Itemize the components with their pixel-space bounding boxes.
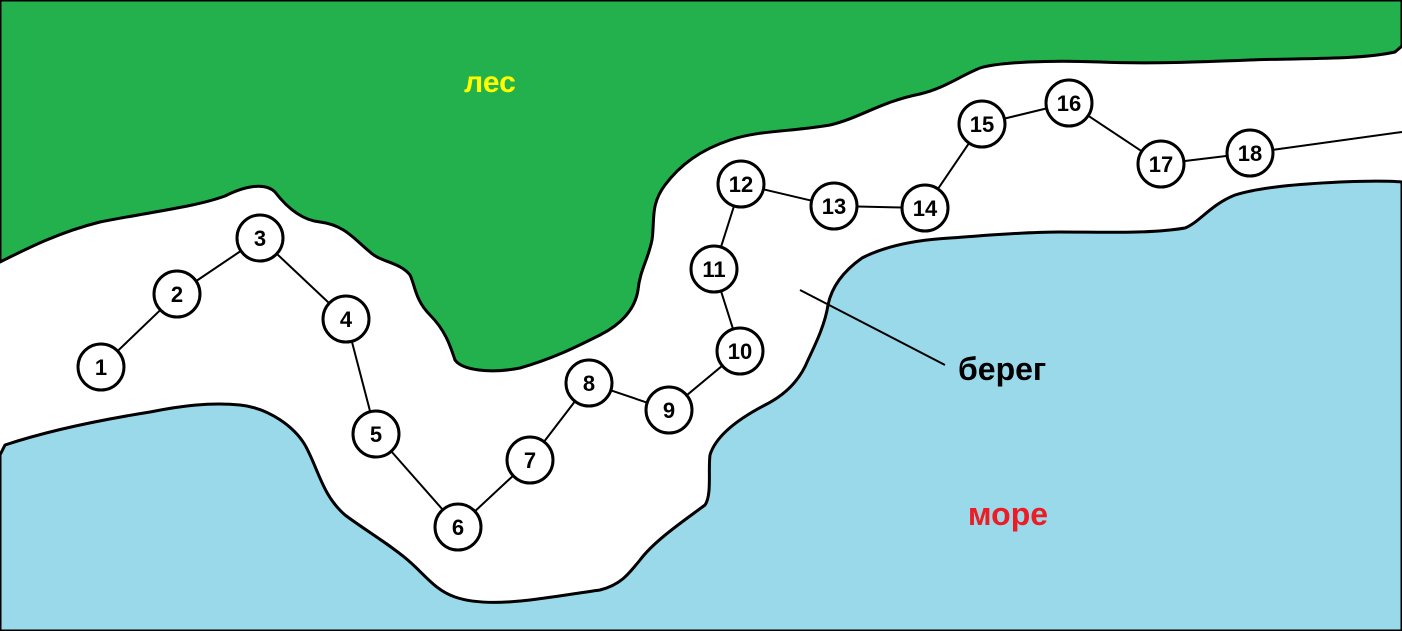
route-node: 13 xyxy=(809,181,859,231)
route-node-number: 16 xyxy=(1057,91,1081,116)
route-node-number: 13 xyxy=(822,194,846,219)
route-segment xyxy=(390,450,444,511)
route-node-circle xyxy=(1136,139,1186,189)
route-node-number: 2 xyxy=(171,282,183,307)
route-node-number: 1 xyxy=(95,355,107,380)
route-node: 9 xyxy=(644,385,694,435)
route-node-circle xyxy=(235,213,285,263)
route-segment xyxy=(720,205,735,248)
route-segment xyxy=(195,250,242,282)
route-node-circle xyxy=(505,435,555,485)
route-segment xyxy=(1087,114,1143,153)
route-node-circle xyxy=(809,181,859,231)
shore-leader-line xyxy=(799,289,946,366)
route-node: 1 xyxy=(76,342,126,392)
route-node-circle xyxy=(900,183,950,233)
route-node-circle xyxy=(351,409,401,459)
sea-area xyxy=(0,179,1402,631)
route-segment xyxy=(1004,107,1047,120)
route-node-number: 3 xyxy=(254,226,266,251)
route-node-number: 14 xyxy=(913,196,938,221)
route-node-circle xyxy=(689,244,739,294)
route-node: 11 xyxy=(689,244,739,294)
route-segment-exit xyxy=(1272,131,1402,151)
route-segment xyxy=(610,389,648,404)
route-node-number: 15 xyxy=(970,112,994,137)
route-segment xyxy=(350,341,372,412)
route-node: 14 xyxy=(900,183,950,233)
route-node: 16 xyxy=(1044,78,1094,128)
route-node-number: 17 xyxy=(1149,152,1173,177)
route-node-circle xyxy=(564,358,614,408)
route-node-circle xyxy=(715,326,765,376)
route-node-number: 12 xyxy=(729,172,753,197)
route-node: 8 xyxy=(564,358,614,408)
route-node-circle xyxy=(1225,128,1275,178)
route-segment xyxy=(474,474,514,513)
route-node: 18 xyxy=(1225,128,1275,178)
route-segment xyxy=(719,290,735,330)
route-node: 2 xyxy=(152,269,202,319)
route-segment xyxy=(543,400,576,443)
route-node-number: 18 xyxy=(1238,141,1262,166)
route-node-number: 11 xyxy=(702,257,725,282)
route-node: 10 xyxy=(715,326,765,376)
route-segment xyxy=(686,364,723,397)
route-segment xyxy=(763,188,812,202)
route-segment xyxy=(276,253,330,304)
route-node: 12 xyxy=(716,159,766,209)
route-node-number: 9 xyxy=(663,398,675,423)
route-connectors xyxy=(116,107,1402,513)
route-node: 17 xyxy=(1136,139,1186,189)
route-node-number: 7 xyxy=(524,448,536,473)
route-node-number: 4 xyxy=(340,307,353,332)
route-node: 5 xyxy=(351,409,401,459)
route-segment xyxy=(1183,154,1228,163)
route-segment xyxy=(856,205,903,209)
route-node-circle xyxy=(716,159,766,209)
route-node: 3 xyxy=(235,213,285,263)
forest-area xyxy=(0,0,1402,373)
route-segment xyxy=(937,142,970,190)
route-node: 6 xyxy=(433,502,483,552)
route-node-circle xyxy=(644,385,694,435)
route-node-number: 6 xyxy=(452,515,464,540)
route-node-number: 5 xyxy=(370,422,382,447)
route-node-circle xyxy=(957,99,1007,149)
shore-label: берег xyxy=(958,351,1046,387)
route-node-circle xyxy=(152,269,202,319)
route-node-circle xyxy=(321,294,371,344)
route-node-circle xyxy=(76,342,126,392)
route-node-number: 10 xyxy=(728,339,752,364)
route-node: 7 xyxy=(505,435,555,485)
sea-label: море xyxy=(968,496,1048,532)
route-node: 15 xyxy=(957,99,1007,149)
route-node-circle xyxy=(433,502,483,552)
route-node-number: 8 xyxy=(583,371,595,396)
route-segment xyxy=(116,309,162,352)
route-node: 4 xyxy=(321,294,371,344)
forest-label: лес xyxy=(464,66,516,99)
route-node-circle xyxy=(1044,78,1094,128)
